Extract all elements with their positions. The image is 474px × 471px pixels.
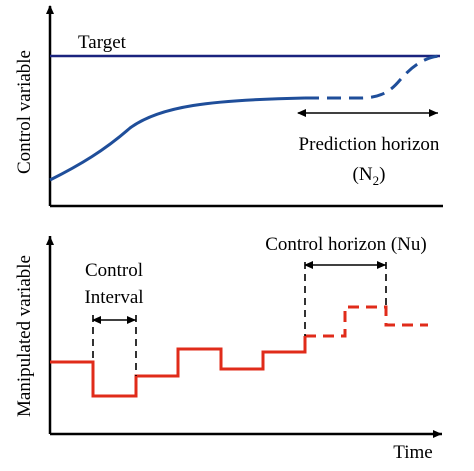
manipulated-variable-signal: [50, 336, 307, 398]
n2-close: ): [379, 164, 385, 185]
manipulated-variable-future: [305, 305, 428, 338]
prediction-horizon-n2: (N2): [353, 164, 386, 188]
control-variable-prediction: [305, 54, 441, 100]
control-horizon-label: Control horizon (Nu): [265, 234, 426, 255]
target-label: Target: [78, 32, 127, 53]
top-panel: Control variable Target Prediction horiz…: [14, 5, 443, 208]
n2-subscript: 2: [373, 173, 380, 188]
prediction-horizon-label: Prediction horizon: [299, 134, 440, 155]
control-interval-label-line2: Interval: [84, 287, 143, 308]
control-variable-curve: [49, 96, 306, 182]
bottom-y-axis-label: Manipulated variable: [14, 255, 35, 417]
n2-main: (N: [353, 164, 373, 185]
bottom-panel: Manipulated variable Time Control Interv…: [14, 234, 442, 463]
top-y-axis-label: Control variable: [14, 50, 35, 174]
control-interval-label-line1: Control: [85, 260, 143, 281]
time-axis-label: Time: [393, 442, 432, 463]
